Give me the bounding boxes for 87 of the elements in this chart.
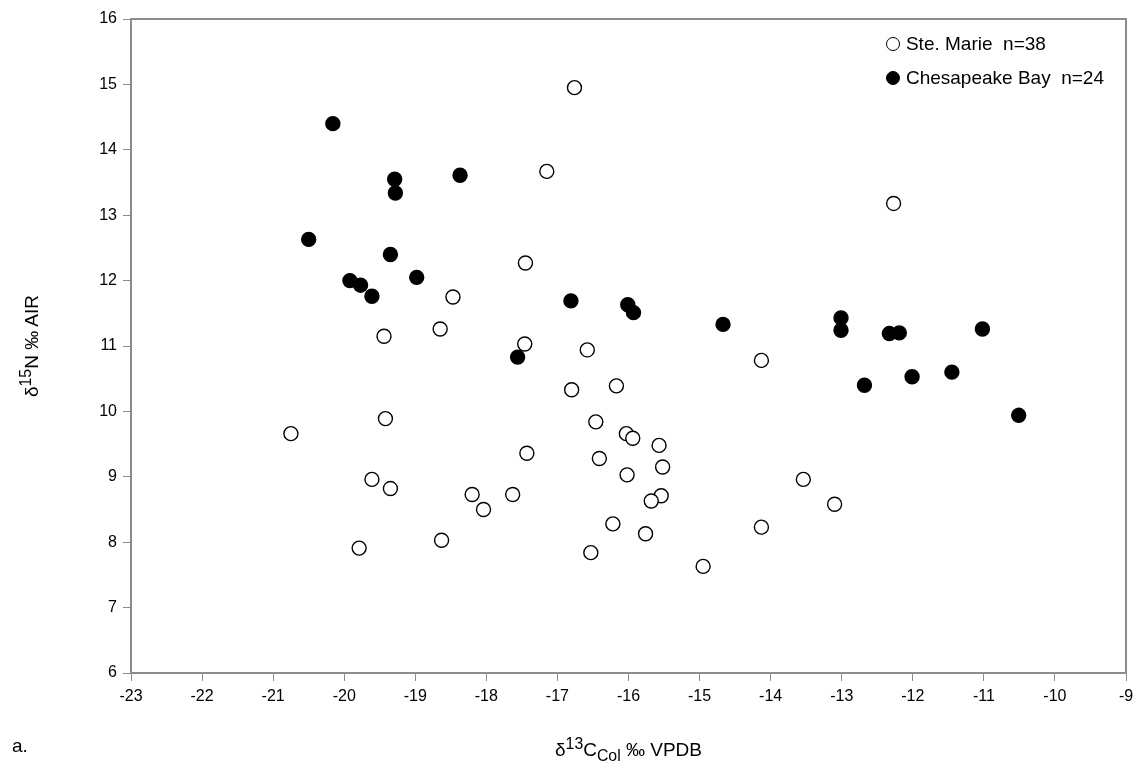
point [695,558,711,575]
y-tick-label: 13 [99,205,118,223]
x-tick-label: -13 [830,687,854,705]
x-tick-label: -21 [261,687,285,705]
legend-label: Ste. Marie n=38 [905,33,1046,55]
point [386,171,403,187]
x-tick-label: -19 [403,687,427,705]
point [504,486,521,503]
y-tick-label: 16 [99,9,118,27]
point [352,277,369,293]
point [519,445,535,461]
point [517,336,533,352]
y-tick-label: 8 [108,532,118,550]
point [382,246,399,263]
y-tick-label: 7 [108,598,118,616]
point [885,195,902,212]
point [1010,407,1027,424]
point [387,185,404,201]
point [432,321,448,337]
point [625,430,641,446]
point [605,516,621,532]
x-tick-label: -22 [190,687,214,705]
point [433,532,450,548]
point [376,328,392,344]
point [856,377,873,393]
point [351,540,367,556]
point [364,288,380,304]
point [283,425,299,442]
point [588,414,604,430]
point [651,437,667,454]
point [637,526,654,542]
point [944,364,960,380]
point [833,322,849,338]
point [364,471,380,488]
point [643,493,659,509]
x-tick-label: -17 [545,687,570,705]
point [619,467,635,483]
point [563,293,579,309]
y-tick-label: 15 [99,74,118,92]
point [753,519,770,535]
point [377,410,394,427]
point [974,321,991,337]
point [409,269,425,286]
point [579,342,595,358]
point [715,316,731,333]
legend-label: Chesapeake Bay n=24 [905,67,1104,89]
point [382,480,399,497]
x-tick-label: -14 [759,687,783,705]
y-tick-label: 9 [108,467,118,485]
point [753,352,770,369]
point [475,501,492,518]
point [566,79,583,96]
point [826,496,843,512]
point [539,163,555,180]
point [654,459,671,475]
point [464,486,480,503]
text: a. [12,735,28,757]
point [625,304,642,321]
point [591,450,608,467]
x-tick-label: -12 [901,687,925,705]
x-axis-title: δ$^{13}$C$_{Col}$ ‰ VPDB [554,735,703,766]
point [904,369,920,385]
point [795,471,812,488]
y-tick-label: 11 [100,336,118,354]
point [300,231,317,248]
point [563,382,580,398]
y-tick-label: 12 [99,271,118,289]
x-tick-label: -16 [616,687,641,705]
point [445,289,461,305]
x-tick-label: -11 [972,687,995,705]
point [452,167,468,184]
point [583,544,599,561]
x-tick-label: -20 [332,687,356,705]
x-tick-label: -10 [1043,687,1067,705]
point [608,378,625,394]
point [833,310,849,326]
point [325,115,341,132]
x-tick-label: -23 [119,687,143,705]
point [891,325,907,341]
x-tick-label: -15 [688,687,712,705]
y-tick-label: 6 [108,663,118,681]
point [517,255,534,271]
y-tick-label: 10 [99,401,118,419]
x-tick-label: -9 [1118,687,1134,705]
point [509,349,526,365]
x-tick-label: -18 [474,687,499,705]
y-tick-label: 14 [99,140,118,158]
